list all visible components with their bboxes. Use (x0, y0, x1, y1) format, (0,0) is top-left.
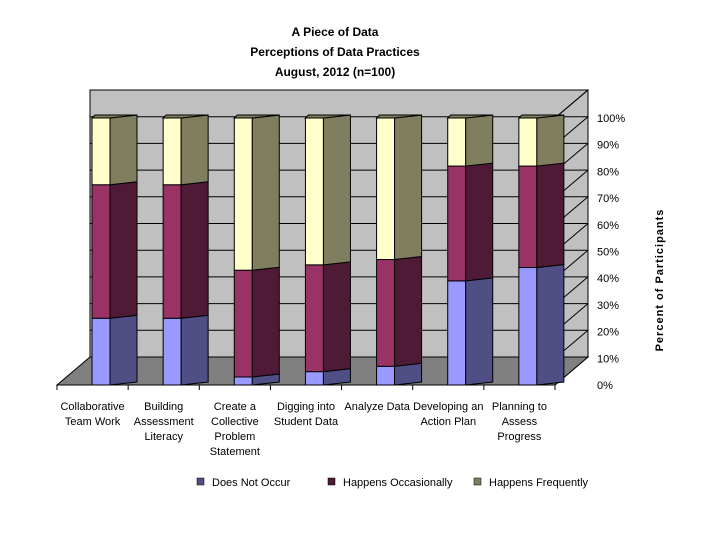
bar-segment (233, 376, 253, 386)
bars (90, 114, 565, 386)
x-axis: Collaborative Team Work Building Assessment… (56, 384, 556, 458)
bar-segment (518, 165, 538, 269)
bar-segment-side (394, 114, 423, 261)
legend-item: Does Not Occur (196, 477, 291, 489)
bar-top (375, 114, 422, 119)
bar-segment (162, 117, 182, 186)
bar-stack (304, 114, 351, 386)
legend-swatch (473, 477, 482, 486)
legend-swatch (196, 477, 205, 486)
bar-segment-side (465, 114, 494, 167)
y-tick-label: 10% (597, 353, 619, 365)
x-tick-label: Building Assessment Literacy (134, 401, 194, 443)
legend-item: Happens Frequently (473, 477, 589, 489)
bar-segment-side (109, 314, 138, 386)
bar-segment-side (109, 114, 138, 186)
x-tick-label: Create a Collective Problem Statement (210, 401, 260, 458)
legend-swatch (327, 477, 336, 486)
gridline-side (554, 89, 589, 119)
legend: Does Not Occur Happens Occasionally Happen… (196, 477, 589, 489)
bar-segment-side (180, 114, 209, 186)
bar-segment (162, 317, 182, 386)
bar-segment-side (536, 263, 565, 386)
bar-segment-side (251, 114, 280, 271)
bar-stack (161, 114, 209, 386)
bar-segment-side (394, 362, 423, 386)
bar-top (304, 114, 351, 119)
chart-title: A Piece of Data Perceptions of Data Prac… (250, 25, 420, 79)
bar-segment (518, 267, 538, 386)
y-tick-label: 30% (597, 300, 619, 312)
bar-segment-side (109, 181, 138, 319)
legend-label: Happens Frequently (489, 477, 589, 489)
x-tick-label: Planning to Assess Progress (492, 401, 547, 443)
bar-segment (376, 259, 396, 367)
bar-top (517, 114, 564, 119)
y-axis: 0% 10% 20% 30% 40% 50% 60% 70% 80% 90% 100% (597, 113, 625, 392)
legend-label: Happens Occasionally (343, 477, 453, 489)
bar-segment (162, 184, 182, 319)
y-tick-label: 60% (597, 220, 619, 232)
bar-segment-side (322, 114, 351, 266)
bar-segment (518, 117, 538, 167)
bar-stack (90, 114, 138, 386)
bar-top (233, 114, 280, 119)
bar-segment (304, 371, 324, 386)
bar-segment (447, 117, 467, 167)
bar-segment-side (465, 162, 494, 282)
bar-top (90, 114, 138, 119)
bar-segment (233, 117, 253, 271)
bar-segment (91, 184, 111, 319)
bar-stack (446, 114, 494, 386)
bar-segment (376, 365, 396, 386)
bar-segment-side (180, 314, 209, 386)
bar-stack (517, 114, 565, 386)
bar-segment-side (322, 261, 351, 373)
bar-segment (376, 117, 396, 261)
bar-stack (233, 114, 280, 386)
chart-title-line-3: August, 2012 (n=100) (275, 65, 395, 79)
chart-title-line-1: A Piece of Data (292, 25, 379, 39)
x-tick-label: Analyze Data (344, 401, 410, 413)
bar-segment (304, 117, 324, 266)
bar-segment (304, 264, 324, 373)
y-tick-label: 100% (597, 113, 625, 125)
bar-segment (91, 117, 111, 186)
y-tick-label: 70% (597, 193, 619, 205)
bar-top (161, 114, 209, 119)
bar-segment (233, 269, 253, 378)
y-tick-label: 40% (597, 273, 619, 285)
y-axis-label: Percent of Participants (654, 209, 666, 352)
chart-title-line-2: Perceptions of Data Practices (250, 45, 420, 59)
bar-stack (375, 114, 423, 386)
legend-item: Happens Occasionally (327, 477, 453, 489)
x-tick-label: Developing an Action Plan (413, 401, 483, 428)
y-tick-label: 80% (597, 166, 619, 178)
x-tick-label: Digging into Student Data (274, 401, 339, 428)
legend-label: Does Not Occur (212, 477, 291, 489)
y-tick-label: 0% (597, 380, 613, 392)
bar-segment (91, 317, 111, 386)
bar-segment-side (394, 255, 423, 367)
x-tick-label: Collaborative Team Work (60, 401, 124, 428)
bar-segment (447, 280, 467, 386)
bar-segment-side (180, 181, 209, 319)
bar-segment-side (251, 266, 280, 378)
bar-segment-side (536, 162, 565, 269)
y-tick-label: 90% (597, 140, 619, 152)
bar-segment-side (465, 277, 494, 386)
bar-top (446, 114, 493, 119)
y-tick-label: 50% (597, 247, 619, 259)
bar-segment-side (536, 114, 565, 167)
y-tick-label: 20% (597, 327, 619, 339)
bar-segment (447, 165, 467, 282)
